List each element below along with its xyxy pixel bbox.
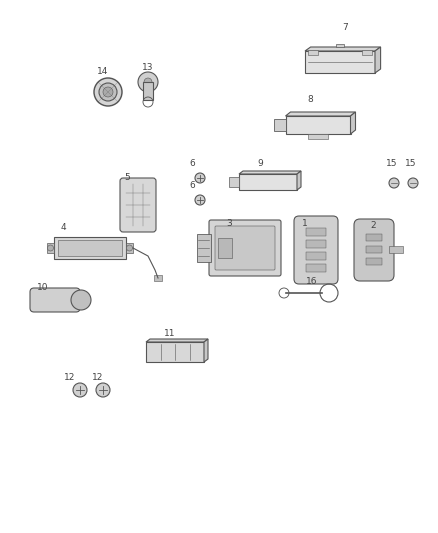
Bar [58, 240, 122, 256]
Bar [308, 50, 318, 55]
Bar [308, 134, 328, 139]
Text: 10: 10 [37, 282, 49, 292]
Circle shape [138, 72, 158, 92]
Bar [306, 264, 326, 272]
Bar [218, 238, 232, 258]
Bar [229, 177, 239, 187]
Circle shape [389, 178, 399, 188]
Bar [143, 82, 153, 100]
Bar [54, 237, 126, 259]
Polygon shape [239, 171, 301, 174]
Polygon shape [286, 112, 356, 116]
Text: 7: 7 [342, 23, 348, 33]
Circle shape [408, 178, 418, 188]
Bar [336, 44, 344, 47]
FancyBboxPatch shape [209, 220, 281, 276]
FancyBboxPatch shape [354, 219, 394, 281]
Text: 3: 3 [226, 220, 232, 229]
Text: 2: 2 [370, 222, 376, 230]
Text: 16: 16 [306, 277, 318, 286]
Bar [362, 50, 372, 55]
Text: 5: 5 [124, 174, 130, 182]
Text: 6: 6 [189, 181, 195, 190]
Bar [197, 234, 211, 262]
Text: 11: 11 [164, 329, 176, 338]
Text: 14: 14 [97, 67, 109, 76]
Circle shape [71, 290, 91, 310]
Polygon shape [375, 47, 381, 73]
Circle shape [195, 173, 205, 183]
Bar [306, 228, 326, 236]
Text: 15: 15 [405, 158, 417, 167]
Circle shape [99, 83, 117, 101]
Circle shape [103, 87, 113, 97]
Text: 8: 8 [307, 95, 313, 104]
Text: 9: 9 [257, 158, 263, 167]
Text: 12: 12 [92, 373, 104, 382]
FancyBboxPatch shape [120, 178, 156, 232]
Text: 6: 6 [189, 158, 195, 167]
Text: 1: 1 [302, 220, 308, 229]
Bar [239, 174, 297, 190]
FancyBboxPatch shape [30, 288, 80, 312]
Polygon shape [305, 47, 381, 51]
Bar [366, 234, 382, 241]
Circle shape [47, 245, 53, 251]
Text: 12: 12 [64, 373, 76, 382]
Circle shape [96, 383, 110, 397]
Bar [154, 275, 162, 281]
Circle shape [144, 78, 152, 86]
Text: 13: 13 [142, 62, 154, 71]
Bar [306, 240, 326, 248]
Bar [273, 119, 286, 131]
Polygon shape [146, 339, 208, 342]
Bar [366, 246, 382, 253]
Circle shape [127, 245, 133, 251]
Bar [146, 342, 204, 362]
Bar [306, 252, 326, 260]
Circle shape [94, 78, 122, 106]
Polygon shape [297, 171, 301, 190]
Circle shape [195, 195, 205, 205]
Bar [366, 258, 382, 265]
Bar [47, 243, 54, 253]
Text: 15: 15 [386, 158, 398, 167]
Bar [389, 246, 403, 253]
Text: 4: 4 [60, 223, 66, 232]
Polygon shape [204, 339, 208, 362]
Bar [126, 243, 133, 253]
Bar [305, 51, 375, 73]
FancyBboxPatch shape [294, 216, 338, 284]
FancyBboxPatch shape [215, 226, 275, 270]
Bar [286, 116, 350, 134]
Polygon shape [350, 112, 356, 134]
Circle shape [73, 383, 87, 397]
